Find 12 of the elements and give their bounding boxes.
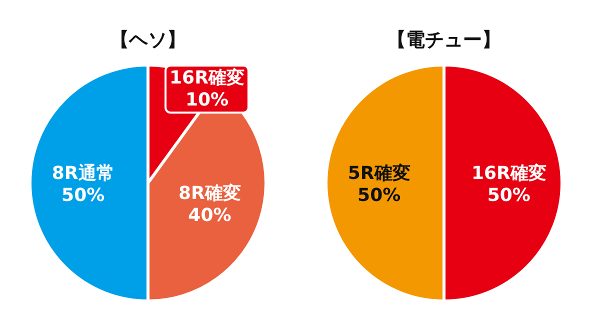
data-label: 10% — [185, 90, 229, 111]
slice-label: 8R通常 — [52, 163, 114, 184]
slice-label: 5R確変 — [348, 163, 410, 184]
data-label: 50% — [487, 185, 530, 206]
slice-label: 16R確変 — [170, 68, 244, 89]
chart-title: 【ヘソ】 — [110, 29, 186, 51]
data-label: 50% — [358, 185, 401, 206]
data-label: 40% — [188, 205, 232, 226]
data-label: 50% — [62, 185, 105, 206]
slice-label: 16R確変 — [471, 163, 546, 184]
slice-label: 8R確変 — [178, 183, 241, 204]
chart-title: 【電チュー】 — [387, 29, 501, 51]
